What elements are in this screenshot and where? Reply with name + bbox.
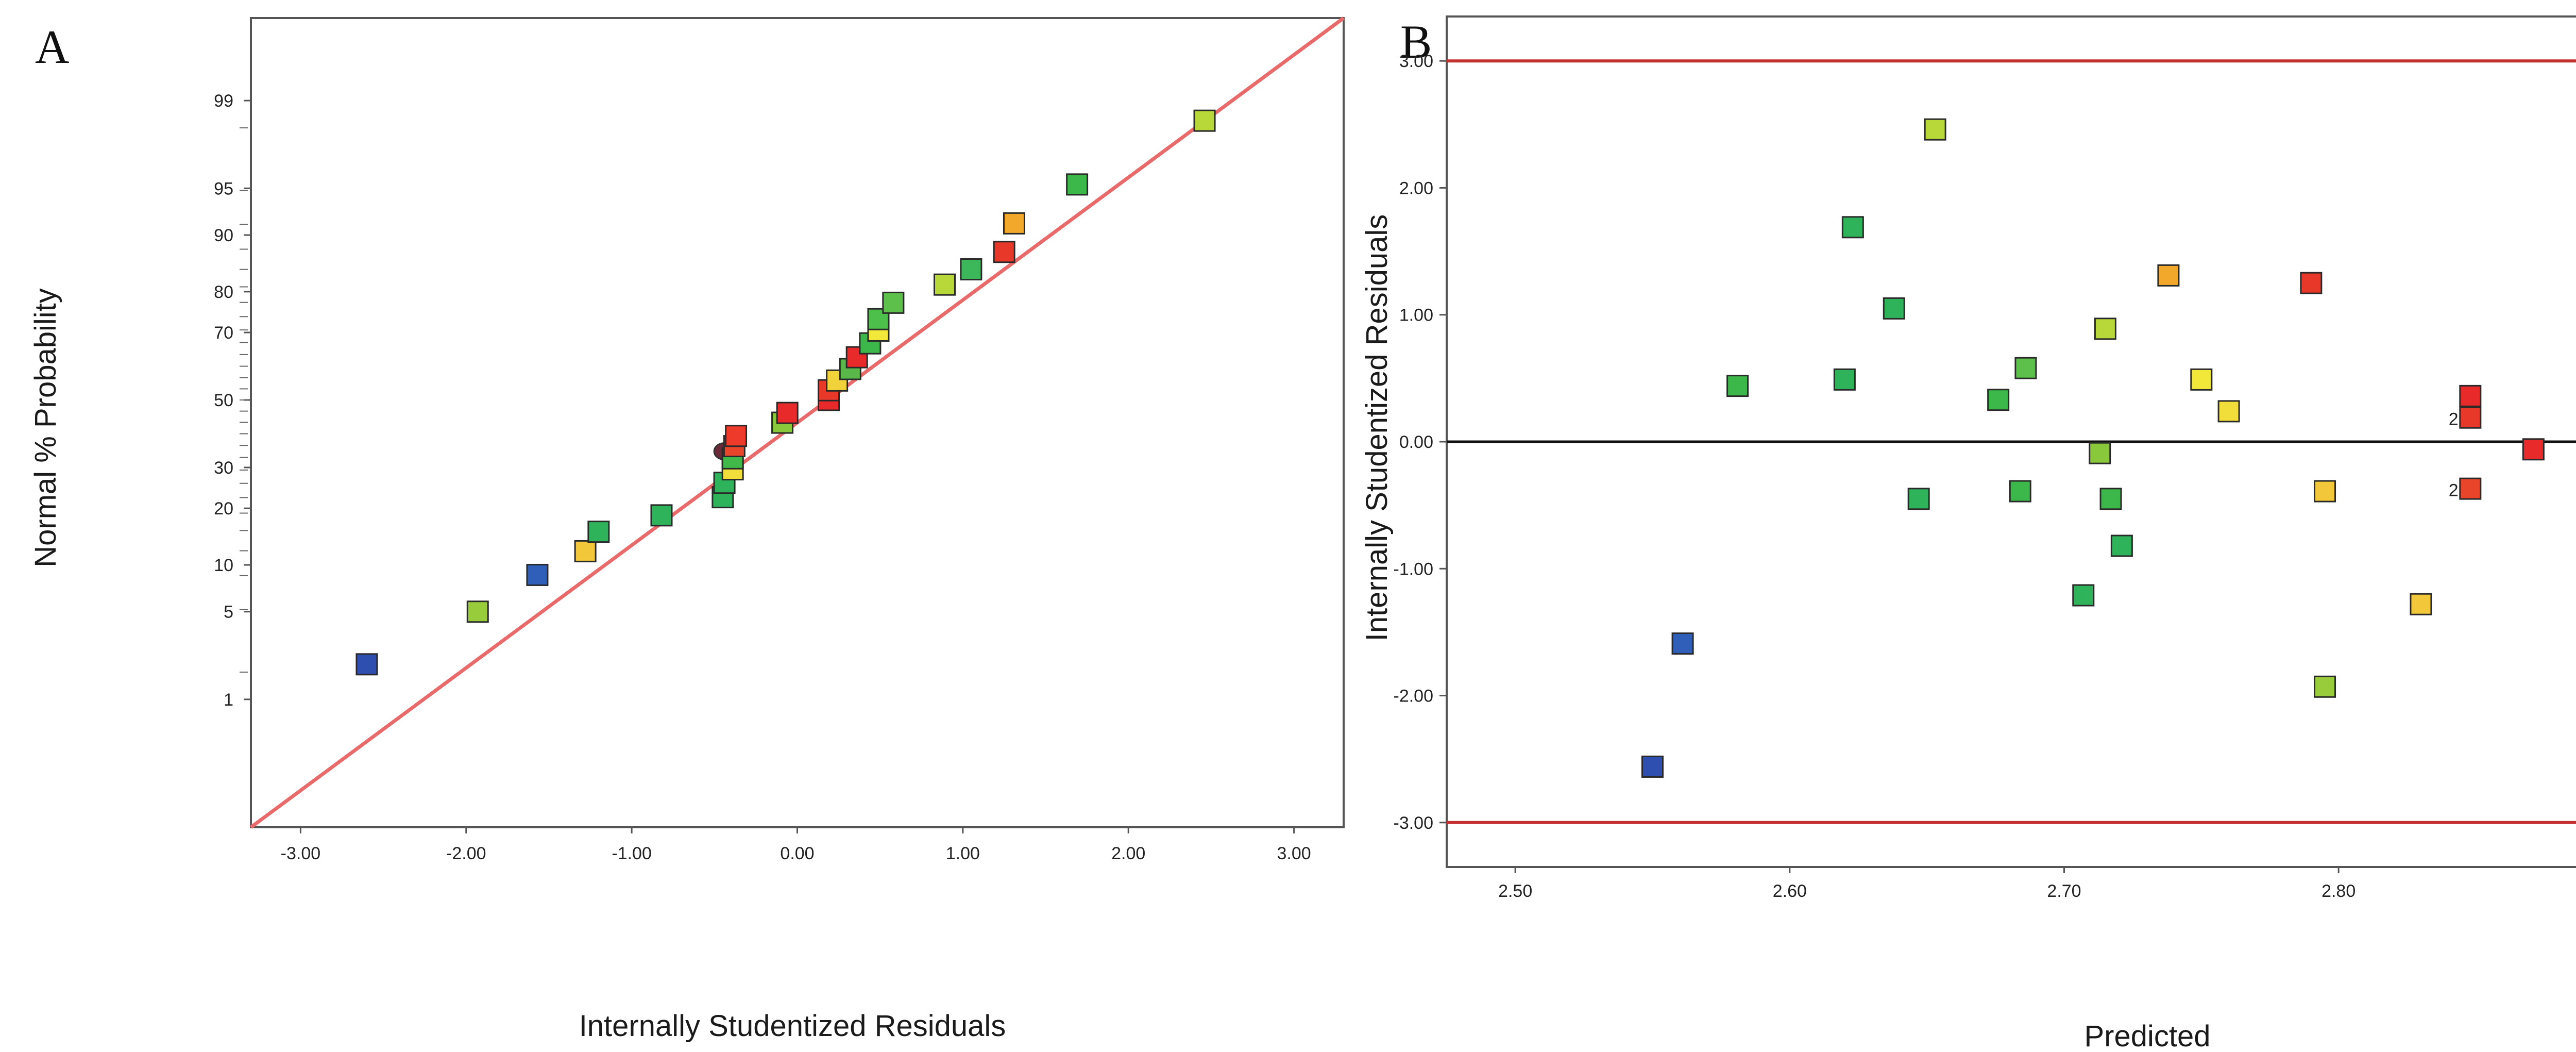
panel-b-data-point (1726, 375, 1749, 397)
panel-a-data-point (993, 241, 1015, 263)
panel-b-data-point (1671, 632, 1694, 655)
panel-b-data-point (2459, 385, 2482, 407)
panel-a-data-point (934, 273, 956, 296)
panel-b-data-point (1987, 389, 2010, 411)
panel-b-y-tick-label: 0.00 (1399, 432, 1433, 452)
panel-a-y-tick-label: 90 (214, 226, 233, 245)
panel-a-x-tick-label: -1.00 (612, 844, 652, 863)
panel-a-y-tick-label: 1 (224, 690, 233, 710)
panel-b-data-point (2009, 480, 2031, 503)
panel-b-data-point (2314, 675, 2336, 698)
panel-a-data-point (1193, 109, 1216, 132)
panel-b-y-tick-label: 3.00 (1399, 52, 1433, 71)
panel-b-data-point (2157, 264, 2180, 287)
panel-b-data-point (1924, 118, 1946, 141)
panel-b-y-tick-label: 2.00 (1399, 178, 1433, 198)
panel-a-x-tick-label: -3.00 (281, 844, 321, 863)
panel-b-data-point (2094, 318, 2116, 340)
panel-a-y-tick-label: 50 (214, 391, 233, 410)
panel-a-probability-rug (240, 127, 248, 673)
panel-a-data-point (1066, 173, 1089, 196)
panel-a-y-tick-label: 95 (214, 179, 233, 198)
panel-b-y-tick-label: -3.00 (1394, 813, 1434, 833)
panel-a-data-point (355, 653, 378, 676)
panel-a-x-axis-title: Internally Studentized Residuals (579, 1009, 1006, 1043)
panel-a-data-point (725, 425, 748, 447)
panel-b-data-point (1907, 488, 1930, 510)
panel-b-data-point (2217, 400, 2240, 423)
panel-b-data-point (2410, 593, 2432, 615)
panel-a-data-point (776, 402, 799, 424)
panel-b-data-point (2459, 477, 2482, 500)
panel-a-y-tick-label: 5 (224, 603, 233, 622)
panel-b-x-ticks: 2.502.602.702.802.90 (1498, 867, 2355, 901)
panel-a-data-point (1003, 212, 1025, 235)
panel-b-data-point (2459, 406, 2482, 429)
panel-a-y-tick-label: 10 (214, 556, 233, 575)
panel-b: B Internally Studentized Residuals Predi… (1360, 15, 2576, 1052)
panel-b-data-point (2014, 357, 2037, 379)
panel-a-x-tick-label: 0.00 (780, 844, 814, 863)
panel-a-y-ticks: 1 5 10 20 30 50 70 80 90 95 99 (214, 91, 251, 710)
panel-a-data-point (960, 258, 982, 281)
panel-b-data-point (2099, 488, 2122, 510)
panel-b-x-tick-label: 2.70 (2047, 881, 2081, 901)
panel-a-data-point (526, 563, 549, 586)
panel-b-y-tick-label: -2.00 (1394, 687, 1434, 706)
panel-a-data-point (650, 504, 673, 527)
panel-b-overlap-count-label: 2 (2449, 410, 2459, 429)
panel-b-y-tick-label: -1.00 (1394, 559, 1434, 579)
panel-b-y-tick-label: 1.00 (1399, 306, 1433, 325)
panel-b-overlap-count-label: 2 (2449, 481, 2459, 500)
panel-a-data-point (466, 600, 489, 623)
panel-b-x-axis-title: Predicted (2084, 1020, 2210, 1052)
panel-a-y-tick-label: 20 (214, 499, 233, 519)
panel-a-y-axis-title: Normal % Probability (29, 288, 62, 567)
panel-b-data-point (1883, 297, 1905, 320)
panel-a-data-point (882, 291, 905, 314)
panel-a-y-tick-label: 30 (214, 458, 233, 478)
panel-b-x-tick-label: 2.60 (1773, 881, 1807, 901)
panel-b-data-point (2190, 368, 2213, 391)
panel-b-data-point (2522, 438, 2545, 461)
panel-b-x-tick-label: 2.50 (1498, 881, 1532, 901)
panel-b-data-point (2314, 480, 2336, 503)
panel-a-x-tick-label: 1.00 (946, 844, 980, 863)
panel-a-y-tick-label: 70 (214, 323, 233, 343)
panel-a-y-tick-label: 80 (214, 282, 233, 302)
panel-b-y-axis-title: Internally Studentized Residuals (1360, 214, 1394, 642)
panel-b-data-point (1641, 755, 1664, 778)
panel-b-data-point (2072, 584, 2095, 607)
panel-a: A Normal % Probability Internally Studen… (29, 16, 1345, 1043)
panel-b-plot-area: 22 (1447, 59, 2576, 824)
panel-b-data-point (2089, 442, 2111, 464)
panel-a-x-ticks: -3.00 -2.00 -1.00 0.00 1.00 2.00 3.00 (281, 827, 1311, 863)
panel-a-x-tick-label: 3.00 (1277, 844, 1311, 863)
panel-b-data-point (2110, 535, 2133, 557)
panel-a-x-tick-label: -2.00 (446, 844, 486, 863)
panel-b-data-point (1841, 216, 1864, 239)
panel-a-letter: A (35, 21, 69, 73)
panel-b-letter: B (1400, 15, 1432, 68)
panel-b-data-point (2300, 272, 2323, 294)
panel-a-plot-area (249, 16, 1345, 829)
panel-b-data-point (1833, 368, 1856, 391)
panel-a-x-tick-label: 2.00 (1111, 844, 1145, 863)
panel-b-x-tick-label: 2.80 (2321, 881, 2355, 901)
panel-a-data-point (587, 521, 610, 543)
panel-a-data-point (574, 540, 597, 562)
panel-a-y-tick-label: 99 (214, 91, 233, 111)
panel-b-y-ticks: -3.00 -2.00 -1.00 0.00 1.00 2.00 3.00 (1394, 52, 1447, 833)
